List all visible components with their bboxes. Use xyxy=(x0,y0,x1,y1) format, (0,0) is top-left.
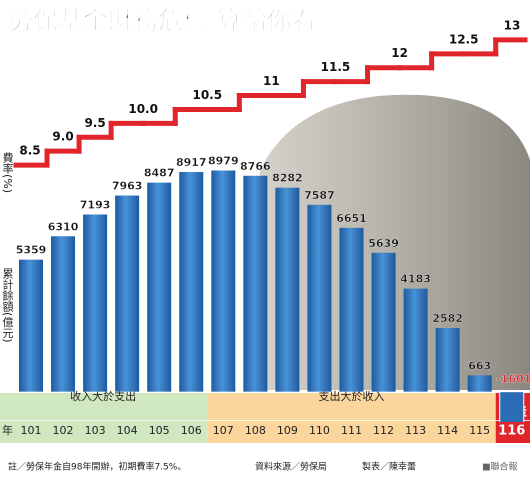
band xyxy=(207,393,496,443)
rate-label: 13 xyxy=(504,18,521,32)
band-label: 收入大於支出 xyxy=(70,389,136,403)
data-label: 6651 xyxy=(336,212,367,225)
x-tick-label: 108 xyxy=(245,424,266,437)
x-tick-label: 112 xyxy=(373,424,394,437)
x-tick-label: 107 xyxy=(213,424,234,437)
rate-label: 11.5 xyxy=(321,60,351,74)
x-tick-label: 111 xyxy=(341,424,362,437)
band-label: 支出大於收入 xyxy=(319,389,385,403)
chart-title: 勞保基金財務危機 算給你看 xyxy=(8,6,317,35)
bar xyxy=(467,375,492,392)
x-axis-label: 年 xyxy=(2,423,13,437)
year-row xyxy=(0,420,530,421)
data-label: 4183 xyxy=(400,273,431,286)
bar xyxy=(307,204,332,392)
x-tick-label: 106 xyxy=(181,424,202,437)
rate-label: 9.0 xyxy=(52,130,73,144)
year-highlight xyxy=(497,422,526,440)
rate-label: 10.5 xyxy=(192,88,222,102)
data-label: 8487 xyxy=(144,167,175,180)
x-tick-label: 109 xyxy=(277,424,298,437)
data-label: 7193 xyxy=(80,199,111,212)
data-label: 2582 xyxy=(432,312,463,325)
bar xyxy=(179,172,204,392)
rate-label: 12.5 xyxy=(449,32,479,46)
x-tick-label: 114 xyxy=(437,424,458,437)
rate-label: 8.5 xyxy=(19,144,40,158)
data-label: 663 xyxy=(468,359,491,372)
bar xyxy=(19,259,43,392)
bar xyxy=(435,328,460,392)
bar xyxy=(83,214,108,392)
data-label: 7963 xyxy=(112,180,143,193)
bar xyxy=(115,195,140,392)
rate-label: 12 xyxy=(391,46,408,60)
data-label: 8282 xyxy=(272,172,303,185)
rate-label: 11 xyxy=(263,74,280,88)
bar xyxy=(371,252,396,392)
rate-label: 10.0 xyxy=(128,102,158,116)
note: 資料來源／勞保局 xyxy=(255,461,327,473)
bar xyxy=(275,187,300,392)
y2-axis-label-text: 費率(%) xyxy=(1,151,14,193)
x-tick-label: 105 xyxy=(149,424,170,437)
note: ■聯合報 xyxy=(482,461,518,473)
bar xyxy=(211,170,236,392)
x-tick-label: 110 xyxy=(309,424,330,437)
x-tick-label: 104 xyxy=(117,424,138,437)
data-label: 8979 xyxy=(208,155,239,168)
x-tick-label: 102 xyxy=(53,424,74,437)
x-tick-label: 103 xyxy=(85,424,106,437)
x-tick-label: 101 xyxy=(21,424,42,437)
data-label: -1601 xyxy=(496,373,530,386)
data-label: 5359 xyxy=(16,244,47,257)
x-tick-label: 116 xyxy=(498,424,525,439)
x-tick-label: 115 xyxy=(469,424,490,437)
band xyxy=(0,393,208,443)
bar xyxy=(243,175,268,392)
bar xyxy=(403,288,428,392)
data-label: 6310 xyxy=(48,220,79,233)
bar xyxy=(339,227,364,392)
note: 註／勞保年金自98年開辦，初期費率7.5%。 xyxy=(8,461,186,473)
bar xyxy=(51,236,76,392)
note: 製表／陳幸蕾 xyxy=(362,461,416,473)
x-tick-label: 113 xyxy=(405,424,426,437)
data-label: 5639 xyxy=(368,237,399,250)
data-label: 8766 xyxy=(240,160,271,173)
bar xyxy=(147,182,172,392)
data-label: 7587 xyxy=(304,189,335,202)
y-axis-label-text: 累計餘額(億元) xyxy=(1,268,14,343)
data-label: 8917 xyxy=(176,156,207,169)
rate-label: 9.5 xyxy=(84,116,105,130)
